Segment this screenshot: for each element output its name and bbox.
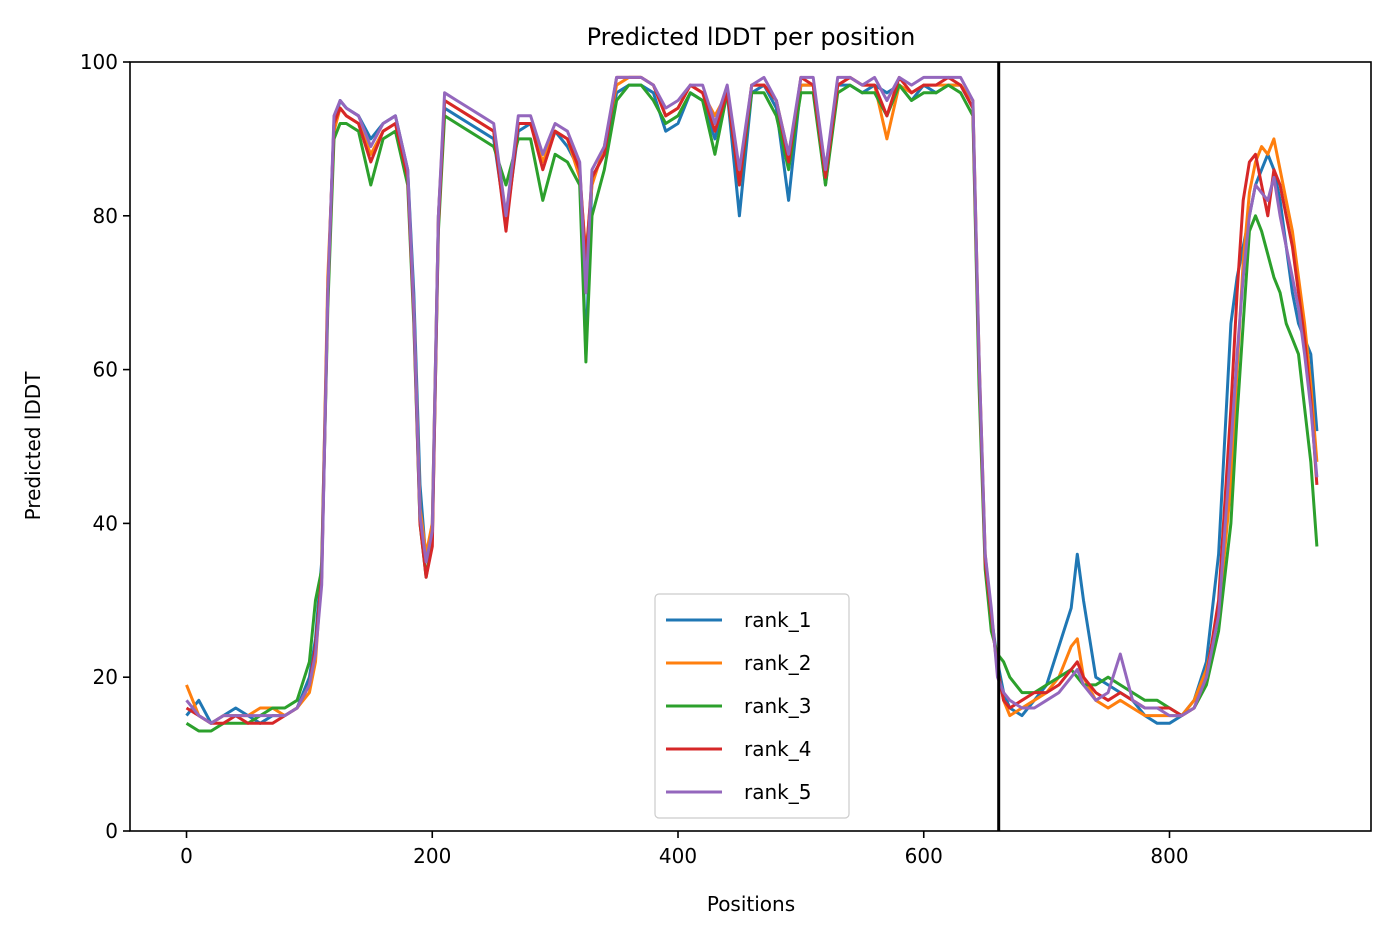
legend-label-rank-5: rank_5 <box>744 780 811 804</box>
y-axis-label: Predicted lDDT <box>21 371 45 521</box>
legend-label-rank-3: rank_3 <box>744 694 811 718</box>
x-tick-label: 800 <box>1150 844 1188 868</box>
legend-label-rank-2: rank_2 <box>744 651 811 675</box>
x-axis: 0 200 400 600 800 <box>180 831 1189 868</box>
series-line-rank-5 <box>185 75 1319 725</box>
y-tick-label: 40 <box>93 511 118 535</box>
series-layer <box>185 75 1319 733</box>
y-tick-label: 80 <box>93 204 118 228</box>
y-axis: 0 20 40 60 80 100 <box>80 50 130 843</box>
legend-label-rank-1: rank_1 <box>744 608 811 632</box>
plot-frame <box>129 61 1372 832</box>
legend: rank_1 rank_2 rank_3 rank_4 rank_5 <box>654 593 850 819</box>
legend-box <box>654 593 850 819</box>
y-tick-label: 20 <box>93 665 118 689</box>
x-tick-label: 400 <box>659 844 697 868</box>
x-tick-label: 600 <box>905 844 943 868</box>
y-tick-label: 100 <box>80 50 118 74</box>
y-tick-label: 0 <box>105 819 118 843</box>
chart-title: Predicted lDDT per position <box>587 23 916 51</box>
legend-label-rank-4: rank_4 <box>744 737 811 761</box>
x-tick-label: 200 <box>413 844 451 868</box>
x-axis-label: Positions <box>707 892 795 916</box>
x-tick-label: 0 <box>180 844 193 868</box>
y-tick-label: 60 <box>93 358 118 382</box>
